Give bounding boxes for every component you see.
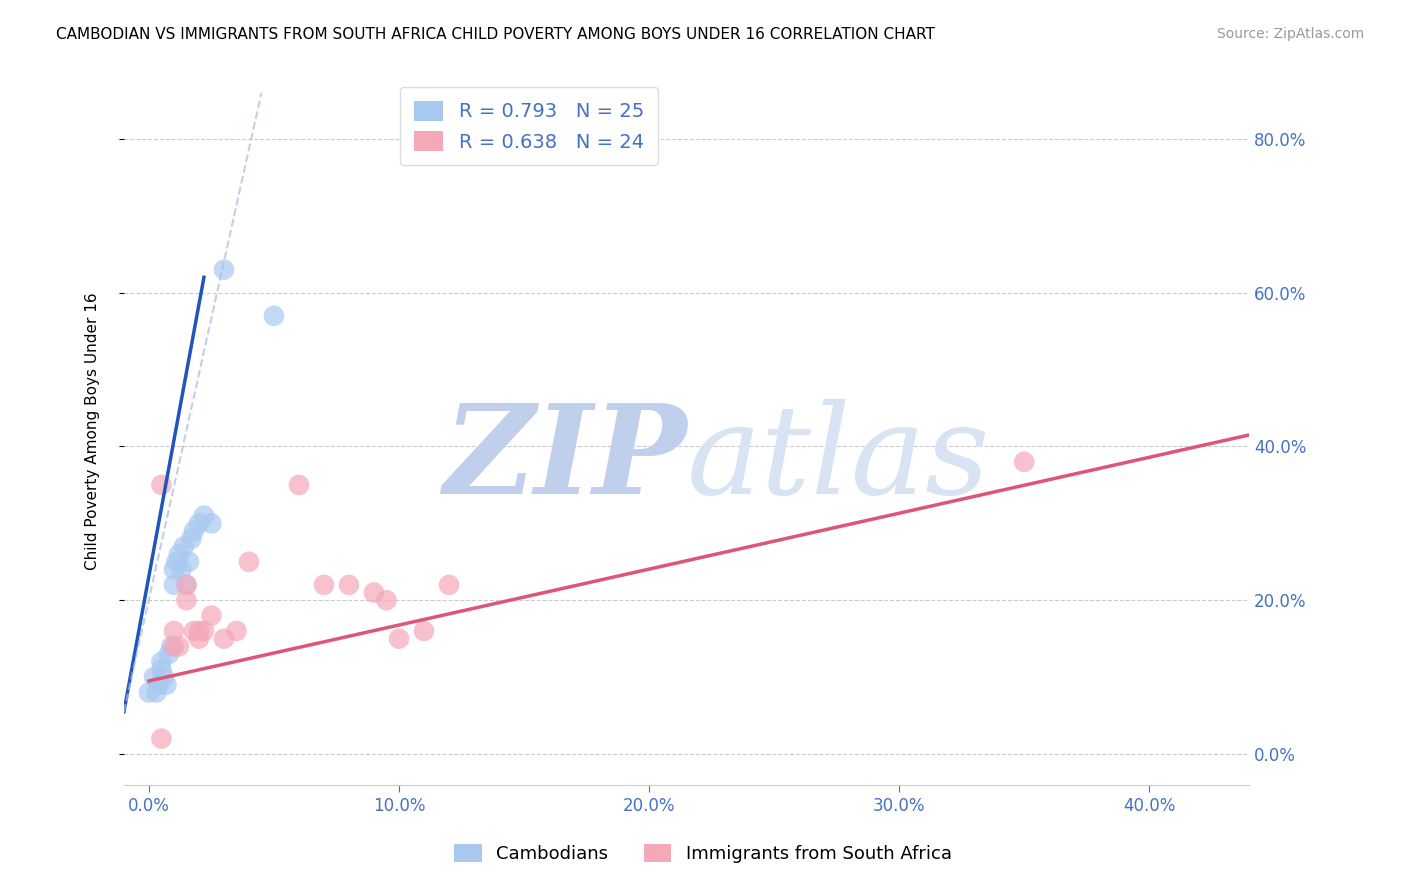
Point — [263, 309, 285, 323]
Point — [225, 624, 247, 638]
Point — [163, 624, 186, 638]
Point — [193, 624, 215, 638]
Point — [163, 562, 186, 576]
Point — [337, 578, 360, 592]
Point — [165, 555, 187, 569]
Y-axis label: Child Poverty Among Boys Under 16: Child Poverty Among Boys Under 16 — [86, 293, 100, 570]
Point — [145, 685, 167, 699]
Point — [375, 593, 398, 607]
Point — [177, 555, 200, 569]
Point — [288, 478, 311, 492]
Point — [193, 508, 215, 523]
Point — [183, 624, 205, 638]
Point — [238, 555, 260, 569]
Point — [212, 262, 235, 277]
Point — [148, 678, 170, 692]
Point — [142, 670, 165, 684]
Point — [1012, 455, 1035, 469]
Point — [170, 562, 193, 576]
Point — [200, 608, 222, 623]
Point — [176, 578, 198, 592]
Point — [163, 578, 186, 592]
Text: CAMBODIAN VS IMMIGRANTS FROM SOUTH AFRICA CHILD POVERTY AMONG BOYS UNDER 16 CORR: CAMBODIAN VS IMMIGRANTS FROM SOUTH AFRIC… — [56, 27, 935, 42]
Point — [363, 585, 385, 599]
Point — [167, 640, 190, 654]
Point — [180, 532, 202, 546]
Point — [176, 578, 198, 592]
Point — [150, 662, 173, 676]
Point — [183, 524, 205, 538]
Text: ZIP: ZIP — [443, 399, 686, 520]
Legend: Cambodians, Immigrants from South Africa: Cambodians, Immigrants from South Africa — [443, 833, 963, 874]
Point — [413, 624, 436, 638]
Point — [150, 655, 173, 669]
Point — [312, 578, 335, 592]
Point — [153, 670, 176, 684]
Point — [176, 593, 198, 607]
Point — [200, 516, 222, 531]
Point — [160, 640, 183, 654]
Text: Source: ZipAtlas.com: Source: ZipAtlas.com — [1216, 27, 1364, 41]
Point — [150, 478, 173, 492]
Point — [212, 632, 235, 646]
Point — [437, 578, 460, 592]
Point — [150, 731, 173, 746]
Point — [173, 540, 195, 554]
Point — [187, 516, 209, 531]
Point — [138, 685, 160, 699]
Point — [155, 678, 177, 692]
Point — [388, 632, 411, 646]
Point — [163, 640, 186, 654]
Point — [157, 647, 180, 661]
Point — [187, 624, 209, 638]
Legend: R = 0.793   N = 25, R = 0.638   N = 24: R = 0.793 N = 25, R = 0.638 N = 24 — [401, 87, 658, 165]
Point — [167, 547, 190, 561]
Point — [187, 632, 209, 646]
Text: atlas: atlas — [686, 399, 990, 520]
